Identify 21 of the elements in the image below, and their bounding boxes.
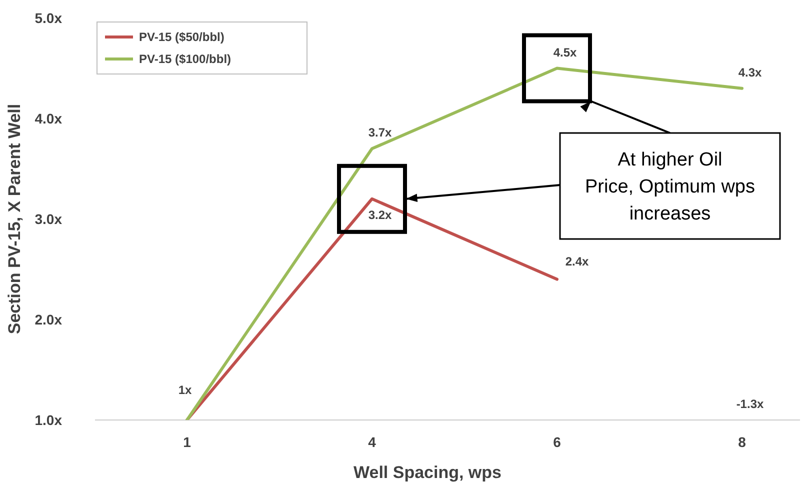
data-label: 4.5x [553,45,577,60]
x-axis-title: Well Spacing, wps [354,463,502,482]
y-tick-label: 2.0x [34,311,62,328]
data-label: 3.7x [368,126,392,140]
data-label: 1x [178,383,192,397]
y-tick-label: 1.0x [34,412,62,428]
y-axis-title: Section PV-15, X Parent Well [5,104,24,334]
x-tick-label: 6 [553,434,562,450]
data-label: 2.4x [565,254,589,268]
x-tick-label: 8 [738,434,746,450]
annotation: -1.3x [736,397,764,411]
x-tick-label: 4 [368,434,376,450]
annotation: At higher Oil Price, Optimum wps increases [585,150,755,225]
y-tick-label: 4.0x [34,110,62,126]
legend-label: PV-15 ($100/bbl) [139,52,232,66]
y-tick-label: 5.0x [34,10,62,26]
x-tick-label: 1 [183,434,192,450]
y-tick-label: 3.0x [34,210,62,227]
data-label: 4.3x [738,65,762,80]
legend-label: PV-15 ($50/bbl) [139,30,224,44]
data-label: 3.2x [368,208,392,222]
